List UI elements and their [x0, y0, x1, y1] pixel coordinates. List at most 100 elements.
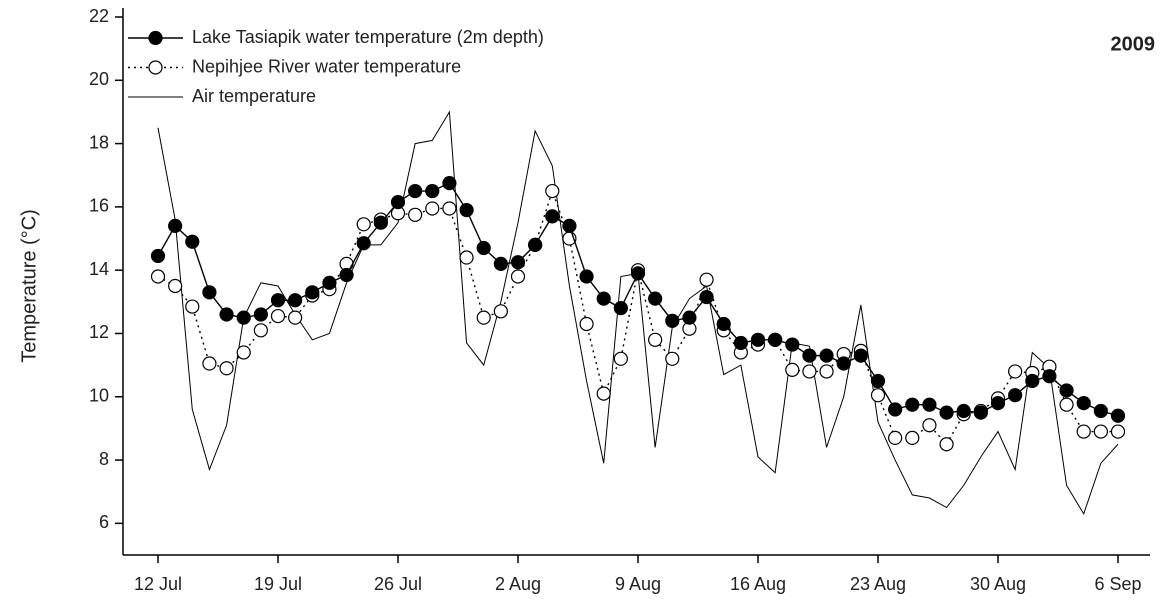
- legend-label: Lake Tasiapik water temperature (2m dept…: [192, 27, 544, 47]
- data-point: [613, 301, 628, 316]
- data-point: [922, 397, 937, 412]
- x-tick-label: 30 Aug: [970, 574, 1026, 594]
- data-point: [665, 313, 680, 328]
- data-point: [682, 310, 697, 325]
- data-point: [888, 402, 903, 417]
- y-axis-label: Temperature (°C): [18, 209, 40, 363]
- data-point: [785, 337, 800, 352]
- data-point: [459, 250, 474, 265]
- data-point: [493, 304, 508, 319]
- data-point: [596, 291, 611, 306]
- data-point: [1076, 424, 1091, 439]
- data-point: [185, 234, 200, 249]
- x-tick-label: 6 Sep: [1094, 574, 1141, 594]
- data-point: [648, 291, 663, 306]
- data-point: [408, 183, 423, 199]
- data-point: [596, 386, 611, 401]
- data-point: [802, 364, 817, 379]
- data-point: [665, 351, 680, 366]
- data-point: [150, 269, 166, 284]
- y-tick-label: 22: [89, 6, 109, 26]
- data-point: [853, 348, 868, 363]
- data-point: [476, 310, 491, 325]
- data-point: [442, 176, 457, 191]
- data-point: [168, 218, 183, 233]
- data-point: [870, 373, 886, 389]
- data-point: [768, 332, 783, 347]
- y-tick-label: 18: [89, 132, 109, 152]
- data-point: [699, 289, 714, 305]
- data-point: [699, 272, 714, 287]
- data-point: [356, 236, 371, 251]
- data-point: [956, 403, 971, 419]
- data-point: [270, 308, 286, 324]
- data-point: [733, 335, 748, 351]
- data-point: [1076, 395, 1091, 411]
- x-tick-label: 9 Aug: [615, 574, 661, 594]
- data-point: [339, 267, 354, 283]
- legend-marker: [148, 60, 163, 75]
- data-point: [476, 240, 491, 256]
- data-point: [288, 293, 303, 308]
- data-point: [202, 285, 217, 300]
- data-point: [579, 316, 594, 332]
- data-point: [459, 202, 474, 218]
- y-tick-label: 12: [89, 322, 109, 342]
- data-point: [1042, 369, 1057, 384]
- y-tick-label: 6: [99, 512, 109, 532]
- data-point: [888, 430, 903, 446]
- x-tick-label: 12 Jul: [134, 574, 182, 594]
- data-point: [802, 348, 817, 363]
- x-tick-label: 23 Aug: [850, 574, 906, 594]
- data-point: [270, 293, 286, 308]
- data-point: [288, 310, 303, 325]
- y-tick-label: 8: [99, 449, 109, 469]
- data-point: [922, 418, 937, 433]
- data-point: [870, 388, 886, 403]
- data-point: [1008, 364, 1023, 379]
- data-point: [630, 266, 646, 281]
- y-tick-label: 16: [89, 196, 109, 216]
- data-point: [219, 307, 234, 322]
- data-point: [442, 201, 457, 216]
- data-point: [785, 362, 800, 377]
- data-point: [408, 207, 423, 222]
- data-point: [202, 356, 217, 371]
- data-point: [939, 437, 954, 452]
- series-line: [157, 110, 1119, 516]
- data-point: [253, 323, 268, 338]
- data-point: [510, 269, 526, 284]
- data-point: [493, 256, 508, 271]
- data-point: [1110, 408, 1126, 423]
- data-point: [185, 299, 200, 314]
- data-point: [356, 217, 371, 232]
- x-tick-label: 16 Aug: [730, 574, 786, 594]
- data-point: [750, 332, 766, 347]
- data-point: [545, 183, 560, 199]
- legend-marker: [148, 30, 163, 46]
- data-point: [528, 237, 543, 252]
- data-point: [648, 332, 663, 347]
- data-point: [322, 275, 337, 290]
- data-point: [939, 405, 954, 420]
- data-point: [236, 310, 251, 325]
- x-tick-label: 19 Jul: [254, 574, 302, 594]
- data-point: [236, 345, 251, 360]
- data-point: [150, 248, 166, 264]
- data-point: [819, 348, 834, 363]
- data-point: [819, 364, 834, 379]
- legend-label: Air temperature: [192, 86, 316, 106]
- data-point: [1110, 424, 1126, 439]
- data-point: [1025, 373, 1040, 389]
- data-point: [425, 201, 440, 216]
- data-point: [168, 278, 183, 294]
- data-point: [253, 307, 268, 322]
- data-point: [905, 397, 920, 412]
- data-point: [562, 218, 577, 233]
- y-tick-label: 20: [89, 69, 109, 89]
- data-point: [1059, 383, 1074, 398]
- data-point: [425, 183, 440, 199]
- y-tick-label: 10: [89, 386, 109, 406]
- data-point: [373, 215, 388, 230]
